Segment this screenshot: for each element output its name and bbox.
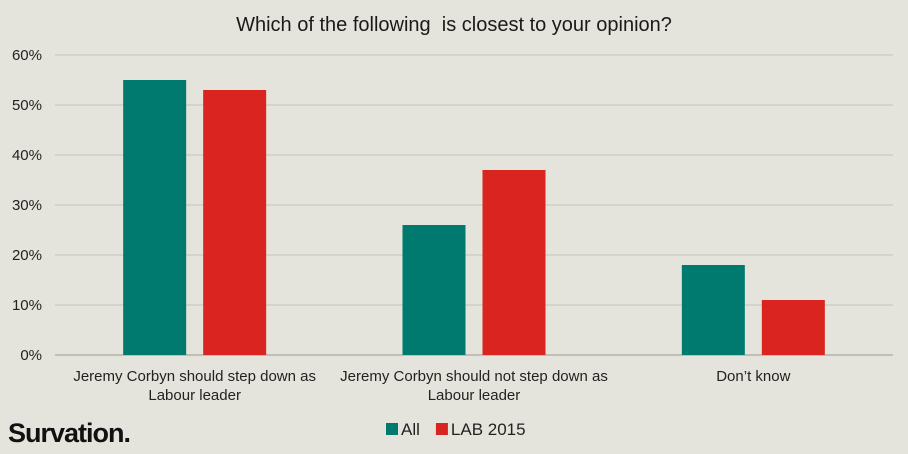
x-category-label: Jeremy Corbyn should not step down as Lab… [340, 368, 608, 404]
bar-all [123, 80, 187, 355]
y-axis-ticks: 0% 10% 20% 30% 40% 50% 60% [12, 47, 42, 364]
legend-label: LAB 2015 [451, 420, 526, 439]
y-tick-label: 50% [12, 97, 42, 114]
bar-lab-2015 [761, 300, 825, 355]
bars [123, 80, 825, 355]
y-tick-label: 40% [12, 147, 42, 164]
bar-all [402, 225, 466, 355]
x-category-label: Don’t know [716, 368, 790, 385]
x-category-label: Jeremy Corbyn should step down as Labour … [73, 368, 316, 404]
y-tick-label: 10% [12, 297, 42, 314]
gridlines [55, 54, 893, 356]
bar-lab-2015 [203, 90, 267, 355]
chart-title: Which of the following is closest to you… [236, 14, 672, 36]
survation-logo: Survation. [8, 418, 131, 448]
x-axis-labels: Jeremy Corbyn should step down as Labour … [73, 368, 790, 404]
legend-swatch [435, 423, 448, 435]
legend-swatch [386, 423, 398, 435]
y-tick-label: 20% [12, 247, 42, 264]
y-tick-label: 60% [12, 47, 42, 64]
bar-lab-2015 [482, 170, 546, 355]
legend-label: All [401, 420, 420, 439]
legend: All LAB 2015 [386, 420, 526, 439]
bar-all [681, 265, 745, 355]
y-tick-label: 30% [12, 197, 42, 214]
y-tick-label: 0% [20, 347, 42, 364]
